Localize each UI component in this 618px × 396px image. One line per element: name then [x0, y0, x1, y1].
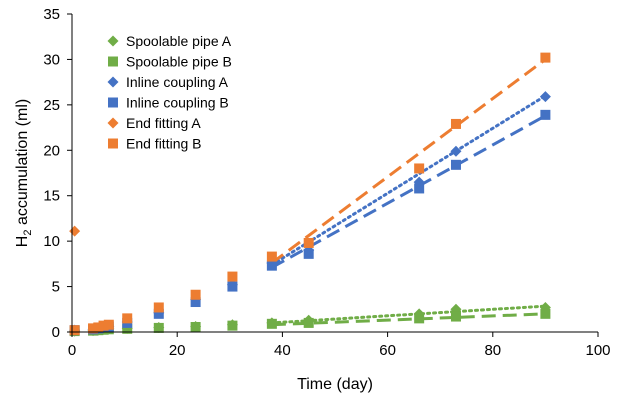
trend-line-spoolable-pipe-b	[271, 312, 546, 327]
data-point-end-fitting-b	[227, 271, 238, 282]
data-point-inline-coupling-b	[266, 260, 277, 271]
data-point-end-fitting-b	[153, 302, 164, 313]
legend-label: End fitting B	[126, 136, 202, 152]
y-axis-title: H2 accumulation (ml)	[14, 99, 34, 247]
legend-label: Inline coupling B	[126, 95, 229, 111]
legend-item-inline-coupling-a: Inline coupling A	[107, 74, 229, 90]
x-axis-title: Time (day)	[297, 376, 373, 393]
y-tick-label: 20	[43, 142, 60, 159]
legend-marker-end-fitting-b	[108, 138, 118, 149]
legend-marker-inline-coupling-b	[108, 97, 118, 108]
y-tick-label: 10	[43, 233, 60, 250]
data-point-end-fitting-b	[122, 313, 133, 324]
y-tick-label: 15	[43, 188, 60, 205]
data-point-spoolable-pipe-b	[303, 317, 314, 328]
data-point-inline-coupling-b	[450, 159, 461, 170]
series-end-fitting-b	[69, 52, 551, 336]
legend-item-end-fitting-b: End fitting B	[108, 136, 202, 152]
data-point-spoolable-pipe-b	[122, 323, 133, 334]
data-point-spoolable-pipe-b	[414, 313, 425, 324]
trend-line-inline-coupling-a	[270, 94, 547, 267]
legend-marker-end-fitting-a	[107, 117, 119, 129]
data-point-end-fitting-b	[266, 251, 277, 262]
legend-marker-spoolable-pipe-b	[108, 56, 118, 67]
data-point-end-fitting-b	[88, 323, 99, 334]
data-point-end-fitting-b	[450, 118, 461, 129]
data-point-inline-coupling-b	[190, 297, 201, 308]
legend-marker-spoolable-pipe-a	[107, 35, 119, 47]
legend-item-spoolable-pipe-b: Spoolable pipe B	[108, 54, 232, 70]
y-axis-title-main: H	[14, 236, 31, 248]
data-point-end-fitting-b	[69, 325, 80, 336]
data-point-inline-coupling-b	[153, 308, 164, 319]
y-tick-label: 0	[52, 324, 60, 341]
legend-marker-inline-coupling-a	[107, 76, 119, 88]
data-point-spoolable-pipe-b	[153, 322, 164, 333]
legend: Spoolable pipe A Spoolable pipe B Inline c…	[89, 28, 267, 155]
data-point-inline-coupling-b	[540, 109, 551, 120]
legend-label: Inline coupling A	[126, 74, 229, 90]
legend-item-spoolable-pipe-a: Spoolable pipe A	[107, 33, 232, 49]
data-point-end-fitting-b	[93, 322, 104, 333]
legend-item-inline-coupling-b: Inline coupling B	[108, 95, 229, 111]
data-point-inline-coupling-a	[539, 91, 551, 103]
x-tick-label: 100	[585, 342, 610, 359]
y-tick-label: 5	[52, 279, 60, 296]
data-point-end-fitting-b	[103, 319, 114, 330]
x-tick-label: 80	[484, 342, 501, 359]
trend-line-inline-coupling-b	[271, 114, 547, 269]
legend-label: Spoolable pipe A	[126, 33, 232, 49]
data-point-inline-coupling-b	[227, 281, 238, 292]
x-tick-label: 20	[169, 342, 186, 359]
data-point-spoolable-pipe-b	[450, 311, 461, 322]
data-point-spoolable-pipe-b	[540, 308, 551, 319]
data-point-spoolable-pipe-b	[190, 322, 201, 333]
y-axis-title-rest: accumulation (ml)	[14, 99, 31, 230]
y-tick-label: 35	[43, 6, 60, 23]
data-point-inline-coupling-b	[414, 183, 425, 194]
legend-item-end-fitting-a: End fitting A	[107, 115, 201, 131]
trend-line-end-fitting-b	[270, 58, 547, 265]
data-point-end-fitting-b	[303, 237, 314, 248]
y-axis-title-sub: 2	[22, 230, 34, 236]
x-tick-label: 0	[68, 342, 76, 359]
axes: 0 20 40 60 80 100 0 5 10 15 20 25 30 35	[43, 6, 610, 359]
data-point-spoolable-pipe-b	[266, 318, 277, 329]
legend-box	[89, 28, 267, 155]
data-point-end-fitting-b	[414, 163, 425, 174]
trend-lines	[270, 58, 547, 327]
legend-label: End fitting A	[126, 115, 201, 131]
data-point-end-fitting-b	[190, 289, 201, 300]
data-point-spoolable-pipe-b	[227, 320, 238, 331]
x-tick-label: 60	[379, 342, 396, 359]
x-tick-label: 40	[274, 342, 291, 359]
y-tick-label: 30	[43, 51, 60, 68]
trend-line-spoolable-pipe-a	[270, 304, 547, 325]
data-point-inline-coupling-a	[450, 145, 462, 157]
y-tick-label: 25	[43, 97, 60, 114]
data-point-end-fitting-b	[98, 320, 109, 331]
legend-label: Spoolable pipe B	[126, 54, 232, 70]
data-point-end-fitting-b	[540, 52, 551, 63]
data-point-inline-coupling-b	[303, 248, 314, 259]
